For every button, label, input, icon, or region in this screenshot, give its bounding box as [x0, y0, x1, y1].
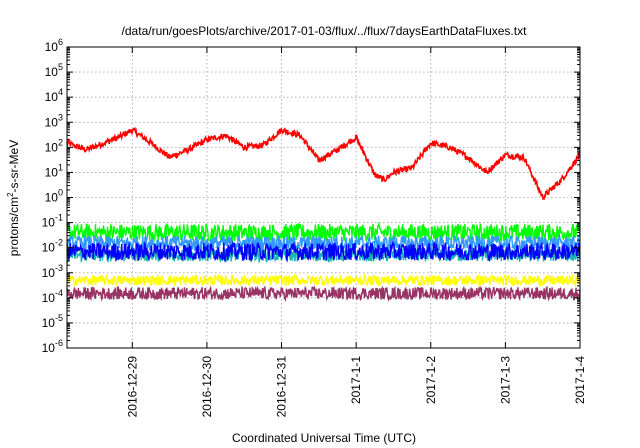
x-tick-label: 2016-12-29: [125, 356, 139, 418]
y-axis: 10-6 10-5 10-4 10-3 10-2 10-1 100 101 102 103 104 1…: [42, 37, 580, 355]
data-series: [66, 126, 581, 303]
x-tick-label: 2017-1-2: [424, 356, 438, 404]
y-tick-label: 102: [45, 137, 63, 154]
y-axis-title-sup: 2: [6, 192, 15, 197]
series-line-6: [66, 285, 581, 303]
series-line-4: [66, 240, 581, 263]
chart-title: /data/run/goesPlots/archive/2017-01-03/f…: [122, 24, 528, 38]
y-tick-label: 10-1: [42, 213, 63, 230]
y-tick-label: 106: [45, 37, 63, 54]
y-axis-title-post: -s-sr-MeV: [7, 140, 21, 193]
y-tick-label: 105: [45, 62, 63, 79]
x-tick-label: 2016-12-30: [200, 356, 214, 418]
y-tick-label: 10-3: [42, 263, 63, 280]
x-tick-label: 2017-1-3: [498, 356, 512, 404]
y-tick-label: 104: [45, 87, 63, 104]
x-tick-label: 2017-1-1: [349, 356, 363, 404]
x-axis: 2016-12-29 2016-12-30 2016-12-31 2017-1-1 20…: [125, 47, 587, 417]
series-line-5: [66, 272, 581, 288]
grid-lines: [67, 47, 580, 348]
x-axis-title: Coordinated Universal Time (UTC): [232, 431, 416, 445]
x-tick-label: 2016-12-31: [275, 356, 289, 418]
y-axis-title-pre: protons/cm: [7, 197, 21, 256]
series-line-0: [66, 126, 581, 201]
series-line-3: [66, 233, 581, 253]
y-tick-label: 10-4: [42, 288, 63, 305]
y-tick-label: 103: [45, 112, 63, 129]
y-tick-label: 10-6: [42, 338, 63, 355]
y-tick-label: 100: [45, 188, 63, 205]
series-line-1: [66, 221, 581, 244]
y-tick-label: 10-2: [42, 238, 63, 255]
x-tick-label: 2017-1-4: [573, 356, 587, 404]
y-tick-label: 101: [45, 162, 63, 179]
y-axis-title: protons/cm2-s-sr-MeV: [6, 140, 21, 256]
y-tick-label: 10-5: [42, 313, 63, 330]
